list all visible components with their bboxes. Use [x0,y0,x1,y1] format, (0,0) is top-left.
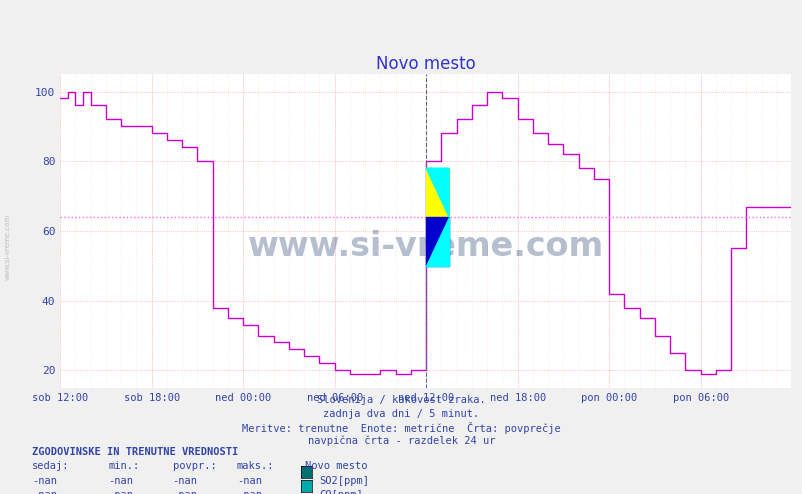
Text: CO[ppm]: CO[ppm] [319,490,363,494]
Text: sedaj:: sedaj: [32,461,70,471]
Text: povpr.:: povpr.: [172,461,216,471]
Text: -nan: -nan [237,490,261,494]
Polygon shape [426,217,448,266]
Text: -nan: -nan [108,476,133,486]
Bar [426,168,448,217]
Text: -nan: -nan [237,476,261,486]
Text: zadnja dva dni / 5 minut.: zadnja dva dni / 5 minut. [323,409,479,418]
Text: Meritve: trenutne  Enote: metrične  Črta: povprečje: Meritve: trenutne Enote: metrične Črta: … [242,422,560,434]
Text: navpična črta - razdelek 24 ur: navpična črta - razdelek 24 ur [307,435,495,446]
Text: -nan: -nan [108,490,133,494]
Text: -nan: -nan [32,476,57,486]
Text: maks.:: maks.: [237,461,274,471]
Text: www.si-vreme.com: www.si-vreme.com [247,230,603,263]
Text: -nan: -nan [172,476,197,486]
Polygon shape [426,168,448,217]
Text: -nan: -nan [32,490,57,494]
Text: SO2[ppm]: SO2[ppm] [319,476,369,486]
Bar [426,217,448,266]
Text: Slovenija / kakovost zraka.: Slovenija / kakovost zraka. [317,395,485,405]
Text: Novo mesto: Novo mesto [305,461,367,471]
Text: ZGODOVINSKE IN TRENUTNE VREDNOSTI: ZGODOVINSKE IN TRENUTNE VREDNOSTI [32,447,238,456]
Text: min.:: min.: [108,461,140,471]
Title: Novo mesto: Novo mesto [375,54,475,73]
Text: -nan: -nan [172,490,197,494]
Text: www.si-vreme.com: www.si-vreme.com [5,214,11,280]
